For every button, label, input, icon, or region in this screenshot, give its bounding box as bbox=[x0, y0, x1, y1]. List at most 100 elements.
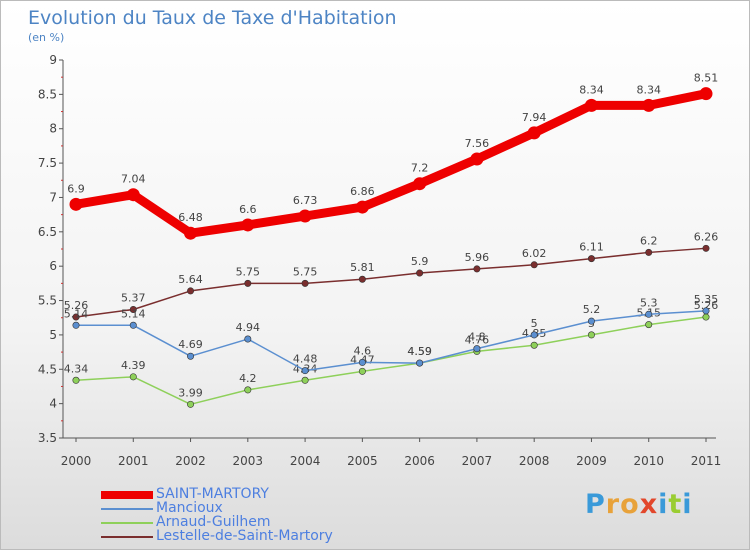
data-label: 5.14 bbox=[121, 307, 146, 320]
data-label: 5.3 bbox=[640, 296, 658, 309]
data-point bbox=[702, 307, 710, 315]
x-tick-label: 2002 bbox=[175, 454, 206, 468]
y-tick-label: 5.5 bbox=[38, 294, 57, 308]
data-point bbox=[530, 261, 538, 269]
data-label: 4.8 bbox=[468, 331, 486, 344]
data-label: 6.48 bbox=[178, 211, 203, 224]
legend-label: SAINT-MARTORY bbox=[156, 486, 269, 502]
data-label: 4.48 bbox=[293, 353, 318, 366]
data-point bbox=[187, 400, 195, 408]
logo-letter: r bbox=[605, 489, 621, 520]
data-point bbox=[530, 341, 538, 349]
legend-label: Lestelle-de-Saint-Martory bbox=[156, 528, 333, 544]
data-label: 4.69 bbox=[178, 338, 203, 351]
data-point bbox=[645, 248, 653, 256]
data-label: 8.34 bbox=[636, 83, 661, 96]
data-label: 4.34 bbox=[64, 362, 89, 375]
x-tick-label: 2007 bbox=[462, 454, 493, 468]
y-tick-label: 9 bbox=[49, 53, 57, 67]
data-point bbox=[129, 321, 137, 329]
data-label: 6.9 bbox=[67, 182, 85, 195]
x-tick-label: 2004 bbox=[290, 454, 321, 468]
x-tick-label: 2011 bbox=[691, 454, 722, 468]
x-tick-label: 2010 bbox=[633, 454, 664, 468]
data-label: 6.26 bbox=[694, 230, 719, 243]
y-tick-label: 8 bbox=[49, 122, 57, 136]
data-label: 6.02 bbox=[522, 247, 547, 260]
data-point bbox=[355, 200, 369, 214]
data-label: 5.14 bbox=[64, 307, 89, 320]
data-point bbox=[645, 321, 653, 329]
data-label: 6.73 bbox=[293, 194, 318, 207]
data-point bbox=[72, 321, 80, 329]
data-point bbox=[473, 265, 481, 273]
logo-letter: t bbox=[668, 489, 683, 520]
data-label: 5.96 bbox=[465, 251, 490, 264]
data-label: 4.59 bbox=[407, 345, 432, 358]
data-label: 5.2 bbox=[583, 303, 601, 316]
data-label: 5.81 bbox=[350, 261, 375, 274]
data-point bbox=[69, 197, 83, 211]
data-label: 4.76 bbox=[465, 333, 490, 346]
series-line-mancioux bbox=[75, 310, 707, 372]
series-line-saint-martory bbox=[71, 89, 711, 238]
logo-letter: x bbox=[639, 489, 659, 520]
data-point bbox=[301, 367, 309, 375]
data-label: 5.26 bbox=[694, 299, 719, 312]
data-label: 8.34 bbox=[579, 83, 604, 96]
y-tick-label: 4 bbox=[49, 397, 57, 411]
logo-letter: i bbox=[658, 489, 669, 520]
data-point bbox=[699, 87, 713, 101]
data-point bbox=[416, 269, 424, 277]
data-point bbox=[587, 331, 595, 339]
logo-letter: i bbox=[682, 489, 693, 520]
data-label: 6.86 bbox=[350, 185, 375, 198]
data-point bbox=[244, 279, 252, 287]
data-point bbox=[702, 313, 710, 321]
data-point bbox=[470, 152, 484, 166]
data-point bbox=[129, 373, 137, 381]
y-tick-label: 7 bbox=[49, 190, 57, 204]
data-point bbox=[587, 255, 595, 263]
data-point bbox=[530, 331, 538, 339]
data-point bbox=[358, 358, 366, 366]
series-line-lestelle-de-saint-martory bbox=[75, 247, 707, 318]
data-point bbox=[301, 279, 309, 287]
legend-swatch bbox=[101, 508, 153, 510]
data-point bbox=[702, 244, 710, 252]
y-tick-label: 3.5 bbox=[38, 431, 57, 445]
x-tick-label: 2000 bbox=[61, 454, 92, 468]
data-point bbox=[473, 345, 481, 353]
data-point bbox=[72, 376, 80, 384]
data-label: 6.11 bbox=[579, 241, 604, 254]
data-label: 5.9 bbox=[411, 255, 429, 268]
logo-letter: P bbox=[585, 489, 606, 520]
x-tick-label: 2009 bbox=[576, 454, 607, 468]
y-tick-label: 8.5 bbox=[38, 87, 57, 101]
data-label: 4.6 bbox=[354, 344, 372, 357]
data-point bbox=[298, 209, 312, 223]
data-label: 7.2 bbox=[411, 162, 429, 175]
data-point bbox=[587, 317, 595, 325]
data-label: 4.94 bbox=[236, 321, 261, 334]
x-tick-label: 2001 bbox=[118, 454, 149, 468]
data-label: 4.39 bbox=[121, 359, 146, 372]
data-label: 4.2 bbox=[239, 372, 257, 385]
data-label: 5 bbox=[531, 317, 538, 330]
y-tick-label: 6 bbox=[49, 259, 57, 273]
logo-letter: o bbox=[620, 489, 640, 520]
data-point bbox=[527, 126, 541, 140]
x-tick-label: 2005 bbox=[347, 454, 378, 468]
data-point bbox=[358, 275, 366, 283]
data-point bbox=[187, 287, 195, 295]
data-label: 5.75 bbox=[236, 265, 261, 278]
y-tick-label: 6.5 bbox=[38, 225, 57, 239]
data-label: 5.37 bbox=[121, 291, 146, 304]
chart-subtitle: (en %) bbox=[28, 31, 65, 44]
data-label: 3.99 bbox=[178, 386, 203, 399]
data-point bbox=[244, 335, 252, 343]
data-point bbox=[126, 188, 140, 202]
series-line-arnaud-guilhem bbox=[75, 316, 707, 406]
